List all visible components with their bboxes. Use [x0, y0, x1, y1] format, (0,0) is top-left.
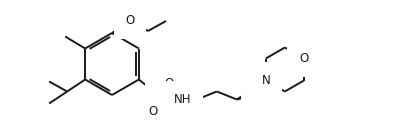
Text: O: O [148, 105, 158, 118]
Text: NH: NH [174, 93, 191, 106]
Text: O: O [299, 52, 309, 65]
Text: N: N [253, 88, 261, 101]
Text: S: S [157, 91, 165, 104]
Text: O: O [164, 77, 173, 90]
Text: O: O [125, 15, 135, 27]
Text: N: N [262, 74, 270, 87]
